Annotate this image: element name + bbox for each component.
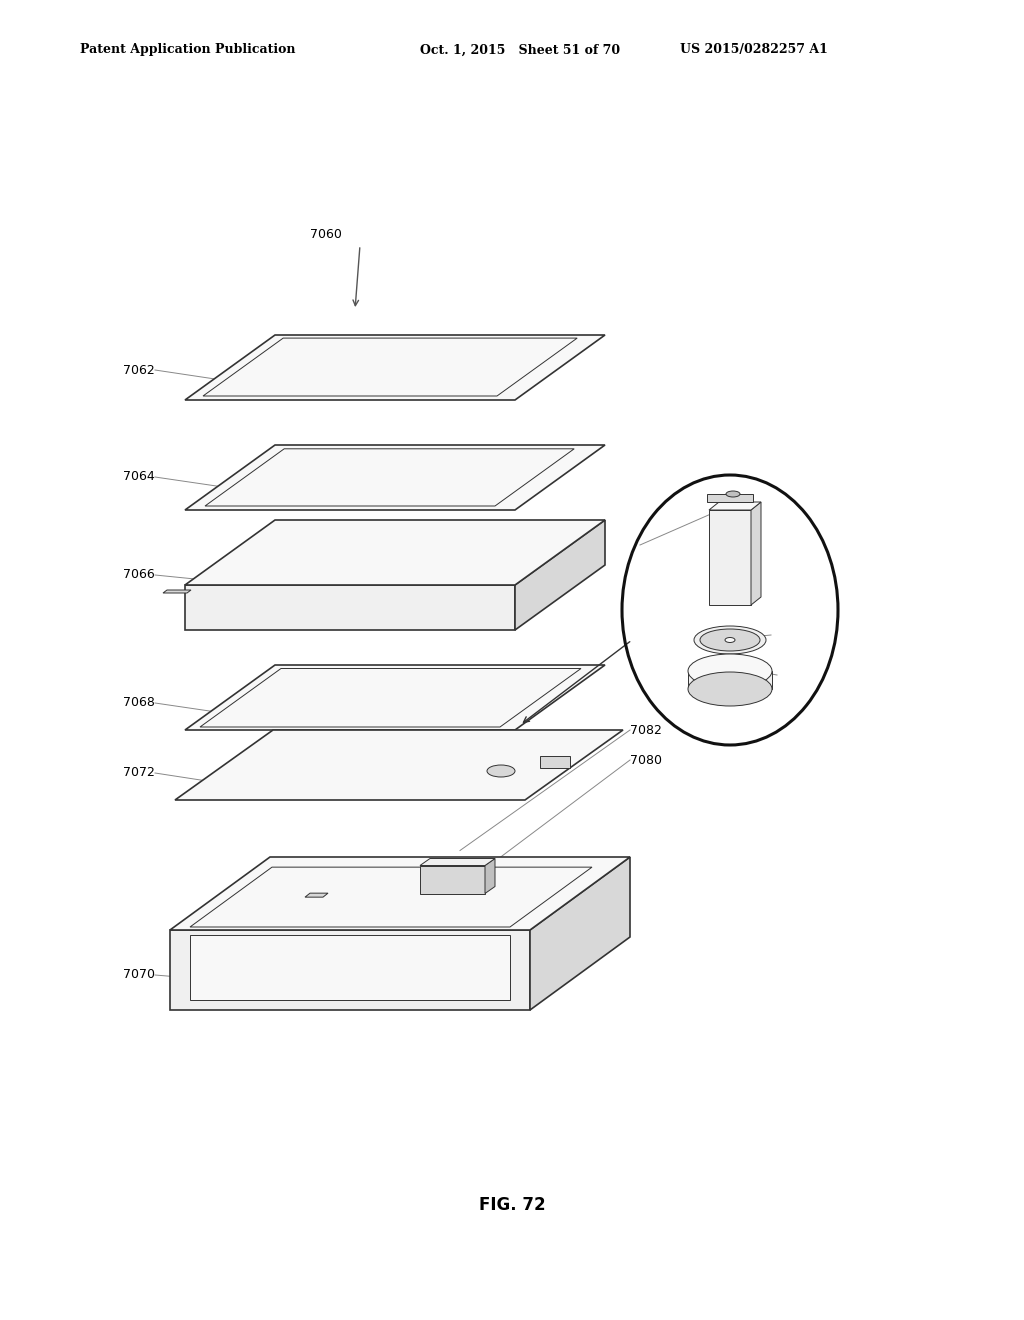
Text: Oct. 1, 2015   Sheet 51 of 70: Oct. 1, 2015 Sheet 51 of 70 [420,44,621,57]
Polygon shape [185,585,515,630]
Ellipse shape [688,653,772,688]
Ellipse shape [725,638,735,643]
Ellipse shape [688,672,772,706]
Text: 7066: 7066 [123,569,155,582]
Text: 7060: 7060 [310,228,342,242]
Polygon shape [190,867,592,927]
Text: 7072: 7072 [720,503,752,516]
Text: 7082: 7082 [630,723,662,737]
Text: 7070: 7070 [123,969,155,982]
Text: 7076: 7076 [720,659,752,672]
Polygon shape [185,520,605,585]
Text: 7080: 7080 [630,754,662,767]
Ellipse shape [694,626,766,653]
Polygon shape [163,590,191,593]
Polygon shape [170,857,630,931]
Ellipse shape [487,766,515,777]
Bar [190,935,510,1001]
Text: 7074: 7074 [720,634,752,647]
Polygon shape [709,510,751,605]
Polygon shape [203,338,578,396]
Bar [707,494,753,502]
Polygon shape [751,502,761,605]
Polygon shape [485,858,495,894]
Polygon shape [185,335,605,400]
Polygon shape [420,866,485,894]
Polygon shape [175,730,623,800]
Polygon shape [515,520,605,630]
Bar [540,755,570,767]
Polygon shape [530,857,630,1010]
Text: 7068: 7068 [123,697,155,710]
Ellipse shape [700,630,760,651]
Text: 7072: 7072 [123,767,155,780]
Polygon shape [420,858,495,866]
Bar [688,671,772,689]
Text: FIG. 72: FIG. 72 [478,1196,546,1214]
Polygon shape [709,502,761,510]
Polygon shape [305,894,328,898]
Polygon shape [185,445,605,510]
Polygon shape [205,449,574,506]
Polygon shape [185,665,605,730]
Ellipse shape [726,491,740,498]
Polygon shape [200,668,581,727]
Text: Patent Application Publication: Patent Application Publication [80,44,296,57]
Polygon shape [170,931,530,1010]
Text: 7064: 7064 [123,470,155,483]
Text: 7062: 7062 [123,363,155,376]
Text: US 2015/0282257 A1: US 2015/0282257 A1 [680,44,827,57]
